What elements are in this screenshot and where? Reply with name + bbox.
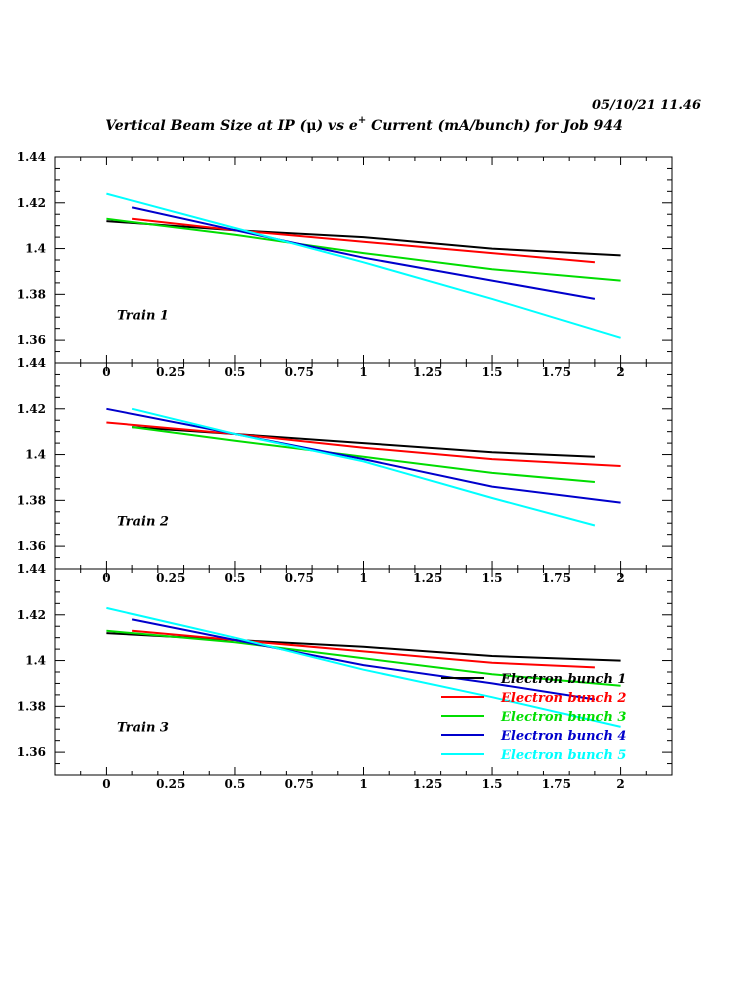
x-tick-label: 2 bbox=[616, 571, 624, 585]
timestamp: 05/10/21 11.46 bbox=[592, 98, 701, 113]
y-tick-label: 1.38 bbox=[17, 699, 46, 713]
legend-label-bunch-4: Electron bunch 4 bbox=[500, 729, 626, 744]
x-tick-label: 1.5 bbox=[482, 777, 503, 791]
x-tick-label: 0.25 bbox=[156, 777, 185, 791]
x-tick-label: 2 bbox=[616, 365, 624, 379]
x-tick-label: 1.5 bbox=[482, 571, 503, 585]
series-line-bunch-4 bbox=[131, 618, 596, 701]
legend-label-bunch-3: Electron bunch 3 bbox=[500, 710, 626, 725]
y-tick-label: 1.36 bbox=[17, 539, 46, 553]
y-tick-label: 1.42 bbox=[17, 402, 46, 416]
x-tick-label: 0.25 bbox=[156, 365, 185, 379]
y-tick-label: 1.38 bbox=[17, 287, 46, 301]
legend-label-bunch-1: Electron bunch 1 bbox=[500, 672, 626, 687]
series-line-bunch-1 bbox=[106, 220, 621, 257]
x-tick-label: 2 bbox=[616, 777, 624, 791]
x-tick-label: 1.5 bbox=[482, 365, 503, 379]
series-line-bunch-3 bbox=[131, 426, 595, 483]
x-tick-label: 0.75 bbox=[285, 571, 314, 585]
y-tick-label: 1.36 bbox=[17, 333, 46, 347]
x-tick-label: 1.25 bbox=[413, 571, 442, 585]
x-tick-label: 0.5 bbox=[225, 365, 246, 379]
y-tick-label: 1.42 bbox=[17, 196, 46, 210]
series-line-bunch-4 bbox=[131, 206, 596, 300]
panel-label: Train 3 bbox=[117, 721, 169, 736]
series-line-bunch-2 bbox=[106, 421, 621, 467]
legend: Electron bunch 1 Electron bunch 2 Electron… bbox=[441, 672, 626, 763]
y-tick-label: 1.4 bbox=[25, 448, 46, 462]
y-tick-label: 1.44 bbox=[17, 356, 46, 370]
y-tick-label: 1.4 bbox=[25, 654, 46, 668]
panels: 1.441.421.41.381.360 0.25 0.5 0.75 1 1.25 1.5 1… bbox=[17, 150, 673, 791]
series-line-bunch-2 bbox=[132, 629, 595, 669]
y-tick-label: 1.44 bbox=[17, 150, 46, 164]
panel-label: Train 2 bbox=[117, 515, 169, 530]
x-tick-label: 0.5 bbox=[225, 571, 246, 585]
panel-train-2: 1.44 1.42 1.4 1.38 1.36 0 0.25 0.5 0.75 1 1.25 1.5 1… bbox=[17, 356, 673, 585]
series-line-bunch-5 bbox=[106, 192, 621, 339]
plot-frame bbox=[54, 362, 673, 570]
chart-title: Vertical Beam Size at IP (μ) vs e+ Curre… bbox=[105, 115, 623, 134]
x-tick-label: 0.75 bbox=[285, 777, 314, 791]
series-line-bunch-3 bbox=[106, 629, 621, 687]
x-tick-label: 1.25 bbox=[413, 777, 442, 791]
x-tick-label: 1.25 bbox=[413, 365, 442, 379]
x-tick-label: 0 bbox=[102, 365, 110, 379]
legend-label-bunch-2: Electron bunch 2 bbox=[500, 691, 626, 706]
x-tick-label: 1.75 bbox=[542, 365, 571, 379]
panel-train-3: 1.44 1.42 1.4 1.38 1.36 0 0.25 0.5 0.75 1 1.25 1.5 1… bbox=[17, 562, 673, 791]
x-tick-label: 0 bbox=[102, 777, 110, 791]
panel-train-1: 1.44 1.42 1.4 1.38 1.36 0 0.25 0.5 0.75 1 1.25 1.5 1… bbox=[17, 150, 673, 379]
series-line-bunch-5 bbox=[131, 407, 596, 527]
series-line-bunch-2 bbox=[131, 217, 595, 264]
x-tick-label: 1 bbox=[359, 365, 367, 379]
x-tick-label: 0 bbox=[102, 571, 110, 585]
x-tick-label: 0.25 bbox=[156, 571, 185, 585]
x-tick-label: 0.75 bbox=[285, 365, 314, 379]
x-tick-label: 1 bbox=[359, 571, 367, 585]
x-tick-label: 0.5 bbox=[225, 777, 246, 791]
series-line-bunch-3 bbox=[106, 217, 621, 282]
panel-label: Train 1 bbox=[117, 309, 169, 324]
y-tick-label: 1.44 bbox=[17, 562, 46, 576]
x-tick-label: 1.75 bbox=[542, 571, 571, 585]
x-tick-label: 1.75 bbox=[542, 777, 571, 791]
legend-label-bunch-5: Electron bunch 5 bbox=[500, 748, 626, 763]
y-tick-label: 1.42 bbox=[17, 608, 46, 622]
y-tick-label: 1.36 bbox=[17, 745, 46, 759]
series-line-bunch-5 bbox=[106, 606, 621, 728]
y-tick-label: 1.38 bbox=[17, 493, 46, 507]
y-tick-label: 1.4 bbox=[25, 242, 46, 256]
x-tick-label: 1 bbox=[359, 777, 367, 791]
series-line-bunch-4 bbox=[106, 407, 621, 504]
